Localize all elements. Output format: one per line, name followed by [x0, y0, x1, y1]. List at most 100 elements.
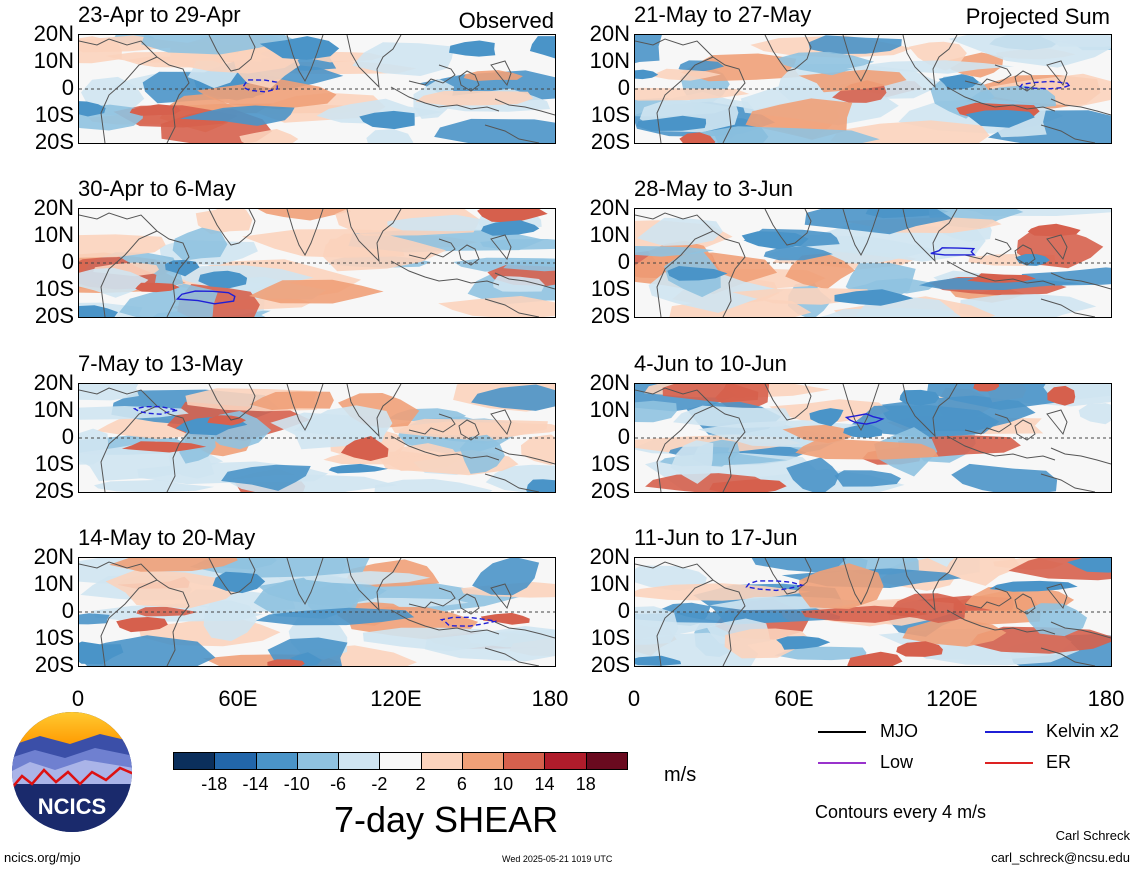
colorbar: [173, 752, 628, 770]
lat-label: 10S: [34, 625, 74, 650]
lat-label: 10S: [34, 451, 74, 476]
colorbar-tick-label: -6: [330, 774, 347, 794]
colorbar-tick-label: -2: [371, 774, 388, 794]
colorbar-swatch: [503, 752, 546, 770]
panel-title: 7-May to 13-May: [78, 351, 244, 376]
projected-header: Projected Sum: [965, 4, 1110, 29]
contours-note: Contours every 4 m/s: [815, 802, 987, 822]
lat-label: 20N: [589, 544, 630, 569]
lat-label: 0: [61, 249, 74, 274]
lat-label: 0: [617, 424, 630, 449]
lat-label: 20S: [34, 652, 74, 677]
colorbar-tick-label: 18: [575, 774, 596, 794]
lat-label: 10N: [589, 397, 630, 422]
colorbar-swatch: [585, 752, 628, 770]
panel-title: 14-May to 20-May: [78, 525, 256, 550]
lon-label-180-left: 180: [531, 686, 569, 711]
panel-title: 21-May to 27-May: [634, 2, 812, 27]
lat-label: 10N: [589, 48, 630, 73]
legend-low-line: [818, 762, 866, 764]
colorbar-tick-label: -14: [242, 774, 269, 794]
shear-map: [634, 383, 1112, 493]
colorbar-swatch: [544, 752, 587, 770]
lat-label: 20S: [34, 303, 74, 328]
legend-er-line: [985, 762, 1033, 764]
colorbar-tick-label: 14: [534, 774, 555, 794]
legend-low-label: Low: [880, 752, 914, 772]
lat-label: 0: [61, 75, 74, 100]
lat-label: 20N: [33, 370, 74, 395]
lon-label-120e-left: 120E: [370, 686, 422, 711]
colorbar-units: m/s: [664, 764, 697, 786]
shear-map: [78, 557, 556, 667]
footer-email[interactable]: carl_schreck@ncsu.edu: [991, 850, 1130, 865]
observed-header: Observed: [458, 8, 554, 33]
lat-label: 20S: [34, 478, 74, 503]
lat-label: 10S: [590, 625, 630, 650]
lon-label-180-right: 180: [1087, 686, 1125, 711]
lat-label: 0: [617, 249, 630, 274]
shear-map: [634, 557, 1112, 667]
colorbar-tick-label: 6: [456, 774, 467, 794]
lat-label: 20N: [33, 21, 74, 46]
colorbar-swatch: [379, 752, 422, 770]
shear-map: [78, 383, 556, 493]
lat-label: 10S: [34, 276, 74, 301]
lat-label: 20S: [590, 652, 630, 677]
lat-label: 10S: [590, 276, 630, 301]
logo-text: NCICS: [38, 794, 106, 819]
colorbar-swatch: [338, 752, 381, 770]
footer-timestamp: Wed 2025-05-21 1019 UTC: [502, 854, 613, 864]
lat-label: 10S: [34, 102, 74, 127]
lat-label: 20N: [589, 370, 630, 395]
lat-label: 20N: [33, 195, 74, 220]
lon-label-0-left: 0: [71, 686, 85, 711]
colorbar-swatch: [214, 752, 257, 770]
panel-title: 4-Jun to 10-Jun: [634, 351, 787, 376]
panel-title: 30-Apr to 6-May: [78, 176, 236, 201]
shear-map: [634, 34, 1112, 144]
lat-label: 0: [61, 424, 74, 449]
lat-label: 10S: [590, 102, 630, 127]
legend-kelvin-label: Kelvin x2: [1046, 721, 1120, 741]
lat-label: 20S: [590, 129, 630, 154]
colorbar-swatch: [255, 752, 298, 770]
footer-url[interactable]: ncics.org/mjo: [4, 850, 81, 865]
lon-label-60e-right: 60E: [774, 686, 814, 711]
lon-label-0-right: 0: [627, 686, 641, 711]
panel-title: 11-Jun to 17-Jun: [634, 525, 798, 550]
shear-map: [634, 208, 1112, 318]
colorbar-swatch: [296, 752, 340, 770]
ncics-logo: NCICS: [10, 710, 134, 834]
lat-label: 10N: [33, 48, 74, 73]
panel-title: 23-Apr to 29-Apr: [78, 2, 241, 27]
lat-label: 20N: [589, 195, 630, 220]
colorbar-swatch: [461, 752, 505, 770]
shear-map: [78, 208, 556, 318]
lat-label: 10N: [33, 397, 74, 422]
lat-label: 20N: [589, 21, 630, 46]
lon-label-60e-left: 60E: [218, 686, 258, 711]
legend-er-label: ER: [1046, 752, 1072, 772]
footer-author: Carl Schreck: [1055, 828, 1130, 843]
lat-label: 10N: [33, 571, 74, 596]
lat-label: 10N: [33, 222, 74, 247]
lat-label: 0: [61, 598, 74, 623]
colorbar-swatch: [420, 752, 463, 770]
lat-label: 0: [617, 598, 630, 623]
legend-kelvin-line: [985, 731, 1033, 733]
lat-label: 20S: [590, 303, 630, 328]
chart-title: 7-day SHEAR: [334, 799, 559, 840]
colorbar-swatch: [173, 752, 216, 770]
lat-label: 20S: [590, 478, 630, 503]
colorbar-tick-label: 2: [415, 774, 426, 794]
lat-label: 20S: [34, 129, 74, 154]
colorbar-tick-label: -10: [283, 774, 310, 794]
lat-label: 10N: [589, 571, 630, 596]
colorbar-tick-label: 10: [493, 774, 514, 794]
shear-map: [78, 34, 556, 144]
colorbar-tick-label: -18: [201, 774, 228, 794]
panel-title: 28-May to 3-Jun: [634, 176, 793, 201]
legend-mjo-line: [818, 731, 866, 733]
lat-label: 10S: [590, 451, 630, 476]
